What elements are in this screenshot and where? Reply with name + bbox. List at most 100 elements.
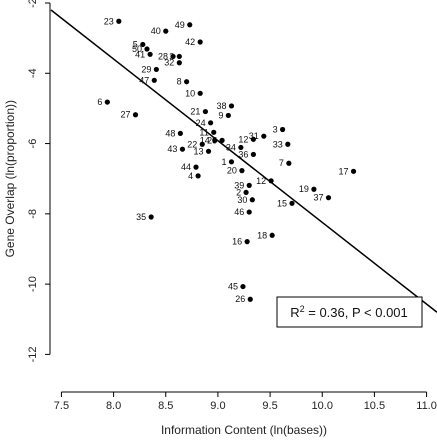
data-point-label: 37 [313, 193, 323, 203]
data-point [187, 22, 193, 28]
data-point [228, 159, 235, 165]
y-tick-label: -12 [27, 346, 39, 362]
y-tick-label: -6 [27, 139, 39, 149]
data-point-label: 35 [136, 212, 146, 222]
data-point [179, 146, 186, 152]
data-point-label: 28 [158, 51, 168, 61]
data-point [247, 296, 253, 302]
data-point-label: 32 [164, 58, 174, 68]
x-tick-label: 10.5 [364, 400, 385, 412]
data-point-label: 48 [165, 128, 175, 138]
data-point-label: 47 [139, 75, 149, 85]
data-point [225, 112, 231, 119]
data-point-label: 38 [216, 101, 226, 111]
data-point-label: 27 [120, 110, 130, 120]
data-point-label: 41 [135, 49, 145, 59]
data-point-label: 16 [232, 237, 242, 247]
data-point-label: 21 [190, 107, 200, 117]
data-point-label: 6 [97, 97, 102, 107]
x-tick-label: 8.0 [106, 400, 121, 412]
data-point [176, 60, 182, 66]
data-point [153, 66, 159, 73]
data-point-label: 17 [339, 166, 349, 176]
data-point [325, 195, 332, 201]
data-point-label: 12 [256, 176, 266, 186]
data-point-label: 42 [185, 37, 195, 47]
data-point-label: 23 [104, 16, 114, 26]
data-point-label: 29 [141, 64, 151, 74]
data-point [144, 46, 150, 52]
data-point [208, 120, 214, 126]
data-point-label: 19 [299, 184, 309, 194]
y-tick-label: -8 [27, 209, 39, 219]
data-point [148, 214, 154, 220]
data-point-label: 36 [238, 149, 248, 159]
data-point [147, 51, 153, 57]
data-point [250, 151, 256, 158]
regression-line [50, 9, 437, 313]
data-point-label: 13 [194, 146, 204, 156]
y-tick-label: -10 [27, 276, 39, 292]
data-point-label: 1 [221, 157, 226, 167]
data-point-label: 18 [257, 230, 267, 240]
data-point [311, 186, 317, 192]
data-point-label: 43 [167, 144, 177, 154]
x-tick-label: 9.0 [210, 400, 225, 412]
data-point-label: 15 [277, 198, 287, 208]
data-point-label: 9 [218, 110, 223, 120]
data-point-label: 26 [235, 294, 245, 304]
data-point-label: 8 [177, 77, 182, 87]
data-point [268, 178, 274, 184]
x-axis-title: Information Content (ln(bases)) [161, 423, 327, 437]
data-point-label: 22 [187, 139, 197, 149]
data-point [176, 53, 182, 60]
data-point [163, 28, 169, 34]
data-point [228, 103, 235, 109]
y-tick-label: -2 [27, 0, 39, 8]
data-point-label: 14 [200, 135, 210, 145]
data-point-label: 5 [133, 39, 138, 49]
data-point-label: 50 [132, 44, 142, 54]
data-point-label: 2 [236, 187, 241, 197]
x-axis-ticks: 7.5 8.0 8.5 9.0 9.5 10.0 10.5 11.0 [54, 392, 437, 412]
data-point [116, 18, 122, 24]
data-point [269, 232, 275, 238]
x-tick-label: 9.5 [262, 400, 277, 412]
data-point [249, 197, 255, 203]
data-point [177, 130, 183, 136]
data-point [197, 39, 203, 45]
y-axis-title: Gene Overlap (ln(proportion)) [3, 100, 17, 257]
data-point [104, 99, 110, 105]
r2-superscript: 2 [300, 304, 305, 314]
x-tick-label: 8.5 [158, 400, 173, 412]
data-point [170, 53, 176, 60]
data-point [140, 41, 146, 48]
r-squared-annotation: R2 = 0.36, P < 0.001 [290, 304, 408, 320]
data-point [202, 108, 208, 115]
data-point [285, 141, 291, 147]
data-point [280, 126, 286, 133]
r2-statistics: = 0.36, P < 0.001 [305, 305, 408, 320]
data-point-label: 30 [237, 195, 247, 205]
y-axis-ticks: -2 -4 -6 -8 -10 -12 [27, 0, 50, 362]
data-point [195, 173, 201, 179]
data-point [350, 168, 357, 174]
data-point-label: 4 [188, 171, 193, 181]
data-point-label: 3 [273, 125, 278, 135]
r2-prefix: R [290, 305, 299, 320]
data-point [250, 136, 256, 142]
data-point-label: 3 [169, 51, 174, 61]
data-point-label: 40 [151, 26, 161, 36]
data-point [151, 77, 157, 83]
y-tick-label: -4 [27, 68, 39, 78]
x-tick-label: 10.0 [312, 400, 333, 412]
data-point [246, 182, 252, 188]
data-point-label: 24 [196, 118, 206, 128]
data-point-label: 45 [228, 282, 238, 292]
data-point-label: 39 [234, 180, 244, 190]
data-point-label: 33 [273, 139, 283, 149]
plot-area: -2-4-6-8-10-12 7.5 8.0 8.5 9.0 9.5 10.0 10.5 11… [27, 0, 437, 412]
data-point-label: 12 [238, 134, 248, 144]
data-point [193, 164, 199, 170]
data-point-label: 10 [185, 88, 195, 98]
